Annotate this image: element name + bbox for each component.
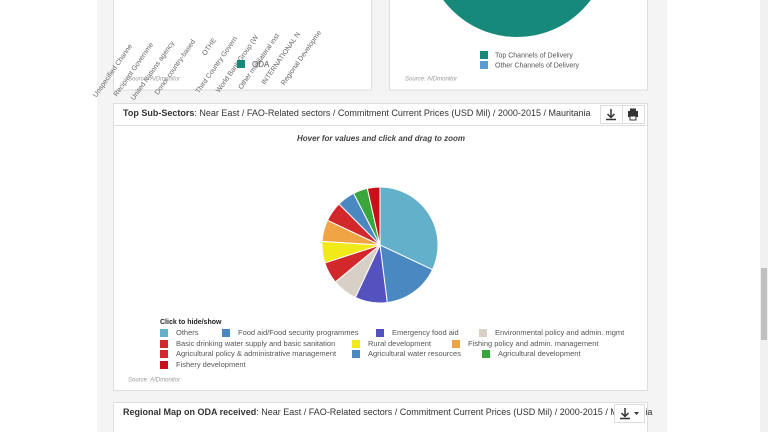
legend-label[interactable]: Agricultural policy & administrative man…	[176, 349, 337, 358]
source: Source: AIDmonitor	[128, 77, 181, 83]
legend-swatch	[237, 60, 245, 68]
legend-title: Click to hide/show	[160, 319, 222, 326]
legend-label[interactable]: Environmental policy and admin. mgmt	[495, 328, 625, 337]
download-button[interactable]	[614, 404, 645, 423]
legend-label[interactable]: Food aid/Food security programmes	[238, 328, 359, 337]
sub-sectors-panel	[113, 103, 648, 391]
legend-swatch	[452, 340, 460, 348]
panel-header: Top Sub-Sectors: Near East / FAO-Related…	[123, 108, 590, 118]
print-button[interactable]	[622, 105, 645, 124]
source: Source: AIDmonitor	[405, 77, 458, 83]
legend-label[interactable]: Agricultural water resources	[368, 349, 461, 358]
legend-label[interactable]: Fishing policy and admin. management	[468, 339, 599, 348]
legend-label[interactable]: Emergency food aid	[392, 328, 459, 337]
legend-swatch	[479, 329, 487, 337]
legend-label[interactable]: Fishery development	[176, 360, 247, 369]
legend-label[interactable]: Agricultural development	[498, 349, 581, 358]
source: Source: AIDmonitor	[128, 378, 181, 384]
pie-slice[interactable]	[379, 186, 439, 271]
legend-swatch	[160, 350, 168, 358]
pie-slice[interactable]	[366, 186, 381, 246]
legend-label[interactable]: ODA	[252, 60, 270, 69]
legend-label[interactable]: Basic drinking water supply and basic sa…	[176, 339, 335, 348]
download-button[interactable]	[600, 105, 623, 124]
delivery-legend: Top Channels of Delivery Other Channels o…	[480, 51, 580, 69]
legend-swatch	[160, 340, 168, 348]
scrollbar-track[interactable]	[760, 0, 768, 432]
regional-map-panel	[113, 402, 648, 432]
legend-swatch	[480, 51, 488, 59]
pie-slice[interactable]	[379, 244, 434, 304]
channels-panel	[113, 0, 372, 91]
legend-label[interactable]: Other Channels of Delivery	[495, 62, 580, 69]
panel-filters: : Near East / FAO-Related sectors / Comm…	[256, 407, 652, 417]
legend-swatch	[352, 340, 360, 348]
legend-label[interactable]: Others	[176, 328, 199, 337]
legend-swatch	[376, 329, 384, 337]
panel-header: Regional Map on ODA received: Near East …	[123, 407, 652, 417]
legend: Others Food aid/Food security programmes E…	[160, 328, 625, 369]
legend-label[interactable]: Top Channels of Delivery	[495, 52, 573, 59]
chart-subtitle: Hover for values and click and drag to z…	[297, 134, 465, 143]
legend-swatch	[160, 361, 168, 369]
legend-swatch	[160, 329, 168, 337]
legend-swatch	[352, 350, 360, 358]
panel-title: Top Sub-Sectors	[123, 108, 194, 118]
scrollbar-thumb[interactable]	[761, 268, 767, 340]
legend-swatch	[222, 329, 230, 337]
legend-swatch	[480, 61, 488, 69]
legend-swatch	[482, 350, 490, 358]
legend-label[interactable]: Rural development	[368, 339, 432, 348]
pie	[321, 186, 439, 304]
pie-partial	[443, 0, 591, 37]
panel-title: Regional Map on ODA received	[123, 407, 256, 417]
panel-filters: : Near East / FAO-Related sectors / Comm…	[194, 108, 590, 118]
